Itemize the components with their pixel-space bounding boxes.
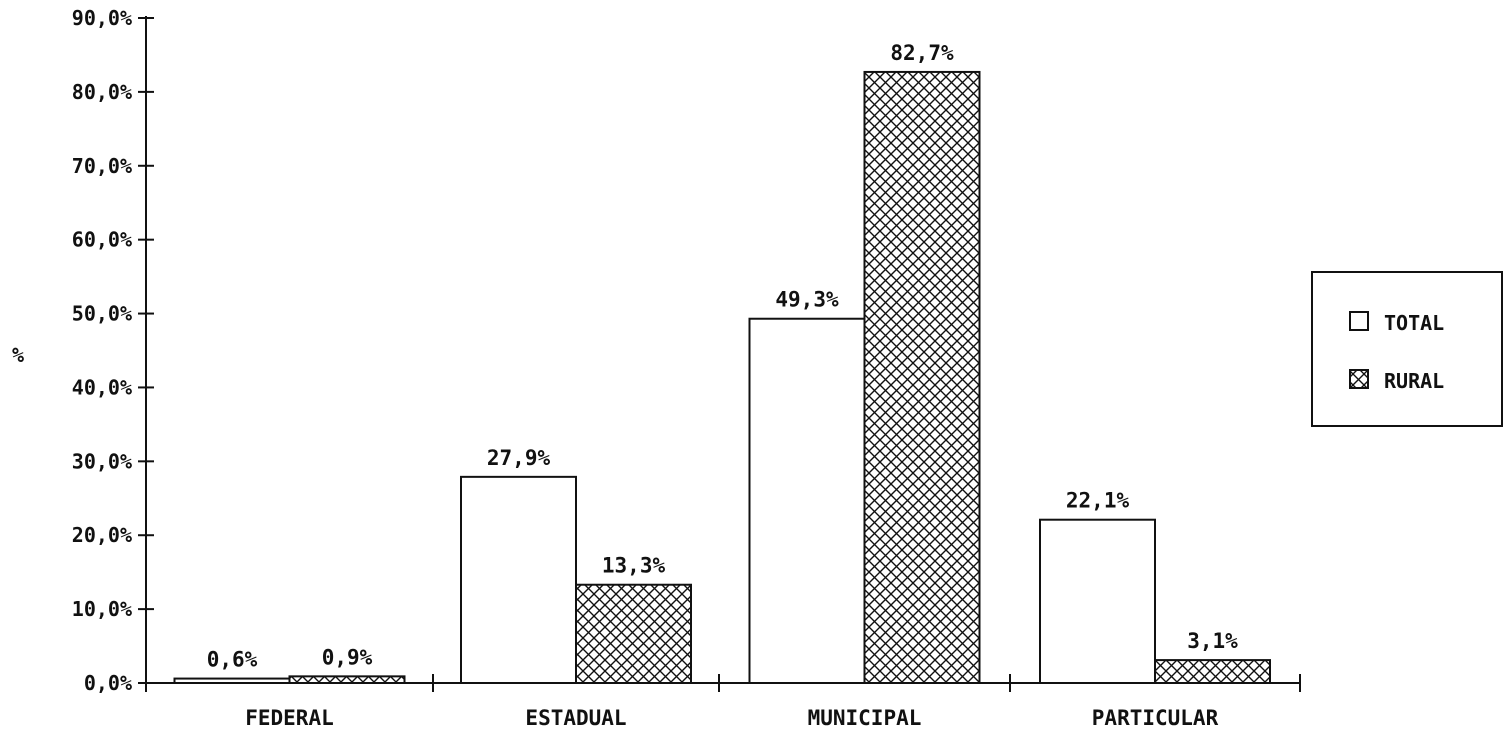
x-category-label: FEDERAL bbox=[245, 706, 334, 730]
data-label: 22,1% bbox=[1066, 489, 1130, 513]
y-tick-label: 0,0% bbox=[84, 671, 132, 695]
bar-rural bbox=[863, 70, 981, 684]
legend-label-rural: RURAL bbox=[1384, 369, 1444, 393]
legend-label-total: TOTAL bbox=[1384, 311, 1444, 335]
data-label: 82,7% bbox=[890, 41, 954, 65]
data-label: 13,3% bbox=[602, 554, 666, 578]
y-tick-label: 20,0% bbox=[72, 523, 132, 547]
x-category-label: MUNICIPAL bbox=[808, 706, 922, 730]
bar-total bbox=[1039, 518, 1156, 685]
y-tick-label: 50,0% bbox=[72, 302, 132, 326]
bar-rural bbox=[288, 675, 406, 684]
bar-rural bbox=[575, 583, 692, 685]
x-category-label: PARTICULAR bbox=[1092, 706, 1219, 730]
x-category-label: ESTADUAL bbox=[525, 706, 626, 730]
y-tick-label: 80,0% bbox=[72, 80, 132, 104]
data-label: 49,3% bbox=[775, 288, 839, 312]
bar-rural bbox=[1154, 659, 1271, 684]
data-label: 3,1% bbox=[1187, 629, 1238, 653]
data-label: 0,6% bbox=[207, 648, 258, 672]
bar-total bbox=[748, 317, 866, 684]
chart-legend: TOTAL RURAL bbox=[1311, 271, 1503, 427]
y-tick-label: 30,0% bbox=[72, 449, 132, 473]
data-label: 27,9% bbox=[487, 446, 551, 470]
legend-swatch-total bbox=[1349, 311, 1369, 331]
y-axis-label: % bbox=[12, 343, 24, 367]
bar-total bbox=[460, 475, 577, 684]
y-tick-label: 60,0% bbox=[72, 228, 132, 252]
data-label: 0,9% bbox=[322, 645, 373, 669]
legend-swatch-rural bbox=[1349, 369, 1369, 389]
legend-frame bbox=[1311, 271, 1503, 427]
y-tick-label: 40,0% bbox=[72, 375, 132, 399]
y-tick-label: 70,0% bbox=[72, 154, 132, 178]
y-tick-label: 10,0% bbox=[72, 597, 132, 621]
y-tick-label: 90,0% bbox=[72, 6, 132, 30]
bar-total bbox=[173, 677, 291, 684]
